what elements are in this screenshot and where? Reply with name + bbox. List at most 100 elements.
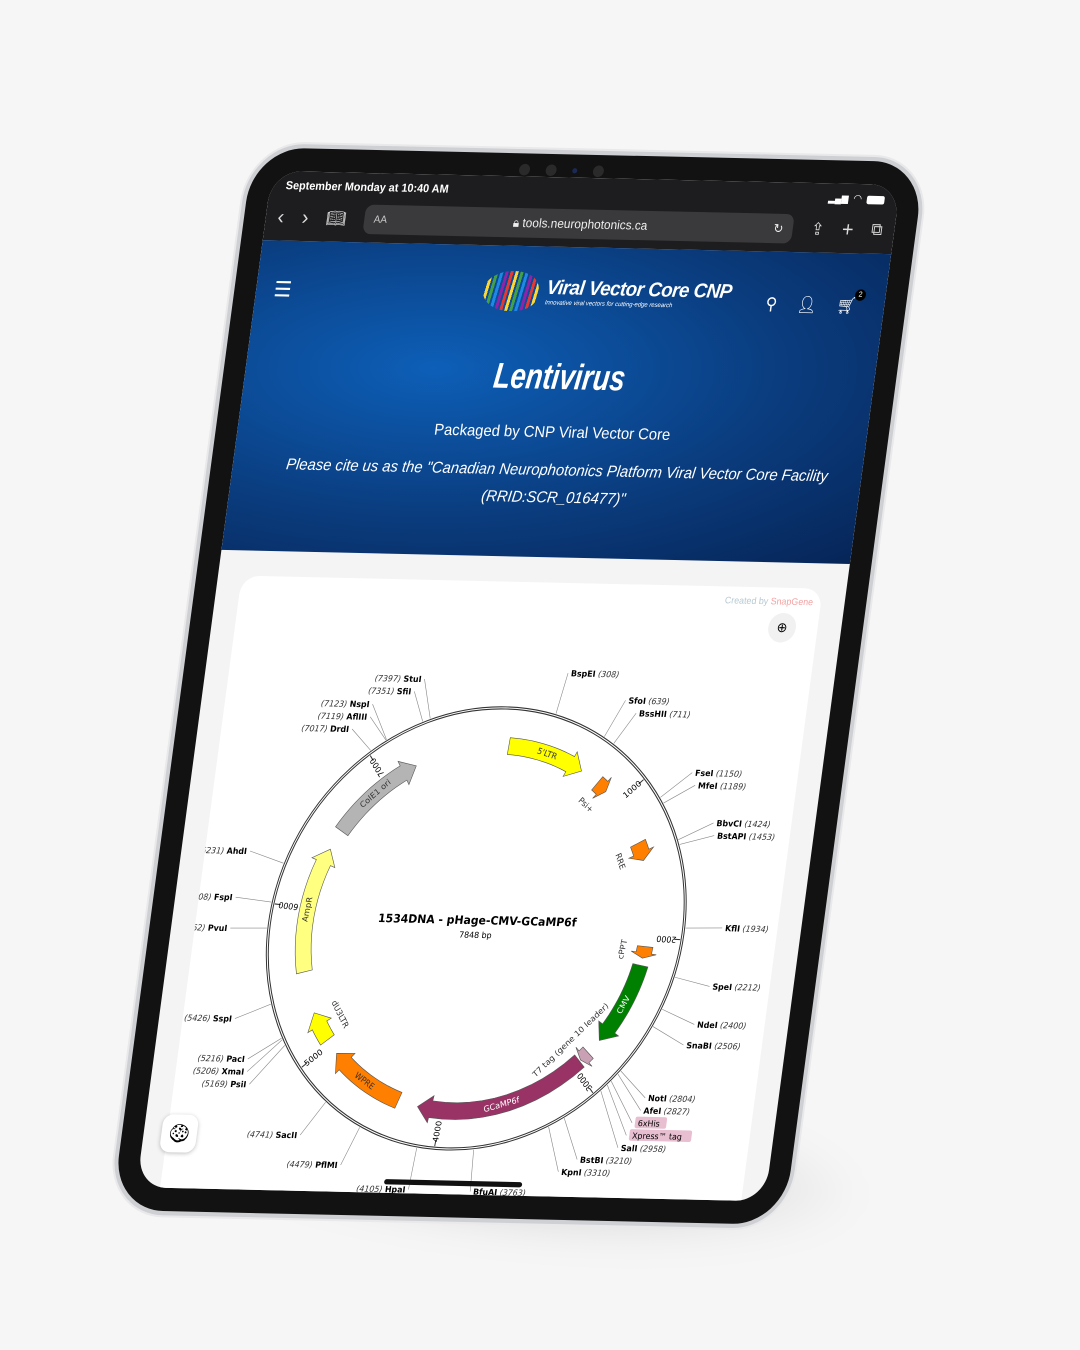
address-bar[interactable]: AA 🔒︎ tools.neurophotonics.ca ↻ <box>362 204 796 244</box>
tick-label: 6000 <box>277 900 299 913</box>
snapgene-credit: Created by SnapGene <box>724 594 814 608</box>
site-leader-line <box>235 896 272 903</box>
site-ahdi: (6231) AhdI <box>197 845 247 856</box>
site-leader-line <box>674 976 710 987</box>
tick-label: 1000 <box>621 778 643 800</box>
site-leader-line <box>555 673 569 714</box>
site-leader-line <box>662 1008 695 1025</box>
status-time: September Monday at 10:40 AM <box>284 179 450 196</box>
site-leader-line <box>351 728 371 751</box>
url-text: tools.neurophotonics.ca <box>521 214 649 233</box>
site-leader-line <box>660 772 693 798</box>
ipad-frame: September Monday at 10:40 AM ▂▄▆ ◠ ‹ › 📖… <box>107 143 930 1230</box>
plasmid-map-card: Created by SnapGene ⊕ 1000 2000 3000 4000 50… <box>154 575 823 1202</box>
feature-cppt <box>631 945 657 959</box>
site-fsei: FseI (1150) <box>694 768 742 779</box>
site-leader-line <box>548 1126 559 1172</box>
site-kpni: KpnI (3310) <box>561 1167 611 1178</box>
site-psii: (5169) PsiI <box>201 1078 247 1089</box>
feature-label: dU3LTR <box>330 998 352 1030</box>
back-button[interactable]: ‹ <box>276 205 286 229</box>
status-icons: ▂▄▆ ◠ <box>828 193 886 206</box>
brain-logo-icon <box>480 270 542 312</box>
bookmarks-icon[interactable]: 📖︎ <box>324 210 348 229</box>
site-leader-line <box>663 785 696 804</box>
site-leader-line <box>372 704 387 740</box>
feature-rre <box>627 838 655 861</box>
site-leader-line <box>604 700 626 737</box>
menu-icon[interactable]: ☰ <box>272 278 294 302</box>
tag-box <box>628 1129 693 1143</box>
site-leader-line <box>340 1127 360 1166</box>
site-afei: AfeI (2827) <box>643 1105 691 1116</box>
account-icon[interactable]: 👤︎ <box>795 296 818 315</box>
site-leader-line <box>679 835 715 845</box>
share-icon[interactable]: ⇪ <box>809 220 826 239</box>
tick-mark <box>274 903 281 906</box>
site-xpress-tag: Xpress™ tag <box>632 1130 683 1141</box>
plasmid-length: 7848 bp <box>458 929 492 940</box>
site-leader-line <box>230 927 267 929</box>
tick-mark <box>589 1087 594 1094</box>
tick-label: 5000 <box>302 1047 324 1068</box>
wifi-icon: ◠ <box>852 193 863 206</box>
site-bsshii: BssHII (711) <box>638 708 691 719</box>
forward-button[interactable]: › <box>300 205 311 230</box>
site-sali: SalI (2958) <box>620 1143 667 1154</box>
feature-t7-tag-gene-10-leader- <box>575 1046 594 1067</box>
site-drdi: (7017) DrdI <box>301 723 350 734</box>
signal-icon: ▂▄▆ <box>827 192 850 204</box>
site-sfii: (7351) SfiI <box>368 685 412 696</box>
site-leader-line <box>414 691 423 722</box>
tick-mark <box>301 1062 308 1068</box>
site-stui: (7397) StuI <box>374 673 422 684</box>
feature-label: RRE <box>613 851 627 871</box>
reload-icon[interactable]: ↻ <box>772 221 785 236</box>
site-sspi: (5426) SspI <box>184 1012 233 1023</box>
tick-mark <box>638 779 644 785</box>
feature-cole1-ori <box>335 760 417 837</box>
site-ndei: NdeI (2400) <box>697 1019 748 1030</box>
site-leader-line <box>249 850 284 864</box>
site-leader-line <box>678 822 714 840</box>
backbone-inner-line <box>266 707 686 1150</box>
site-logo[interactable]: Viral Vector Core CNP Innovative viral v… <box>480 270 734 315</box>
site-leader-line <box>424 678 431 719</box>
site-leader-line <box>249 1045 285 1085</box>
search-icon[interactable]: ⚲ <box>764 295 779 314</box>
site-sfoi: SfoI (639) <box>628 695 670 706</box>
page-subtitle: Packaged by CNP Viral Vector Core <box>433 420 672 445</box>
tick-label: 7000 <box>368 756 387 779</box>
site-snabi: SnaBI (2506) <box>686 1040 742 1051</box>
tick-mark <box>369 755 374 761</box>
battery-icon <box>866 195 886 205</box>
site-bspei: BspEI (308) <box>570 668 620 679</box>
site-paci: (5216) PacI <box>197 1053 246 1064</box>
site-leader-line <box>610 1080 633 1124</box>
plasmid-name: 1534DNA - pHage-CMV-GCaMP6f <box>377 912 577 930</box>
site-kfli: KflI (1934) <box>724 923 769 934</box>
cookie-settings-button[interactable]: 🍪︎ <box>158 1114 200 1153</box>
site-leader-line <box>247 1037 282 1060</box>
feature-ampr <box>294 848 336 975</box>
site-fspi: (6008) FspI <box>185 891 234 902</box>
site-bbvci: BbvCI (1424) <box>716 818 772 829</box>
site-leader-line <box>617 1073 641 1111</box>
feature-5-ltr <box>506 737 582 777</box>
cart-icon[interactable]: 🛒︎ 2 <box>835 289 867 316</box>
site-leader-line <box>607 1084 627 1136</box>
site-pvui: (5862) PvuI <box>179 922 228 933</box>
site-afliii: (7119) AflIII <box>317 711 368 722</box>
tick-mark <box>434 1139 437 1147</box>
site-nspi: (7123) NspI <box>320 698 370 709</box>
feature-label: cPPT <box>615 938 629 960</box>
tick-label: 3000 <box>575 1071 594 1094</box>
tabs-icon[interactable]: ⧉ <box>870 221 884 240</box>
site-hpai: (4105) HpaI <box>356 1183 407 1194</box>
site-leader-line <box>652 1026 684 1046</box>
site-leader-line <box>620 1070 646 1099</box>
new-tab-icon[interactable]: + <box>840 217 856 242</box>
site-leader-line <box>246 1039 283 1072</box>
tick-label: 2000 <box>656 934 678 945</box>
feature-cmv <box>598 963 649 1041</box>
